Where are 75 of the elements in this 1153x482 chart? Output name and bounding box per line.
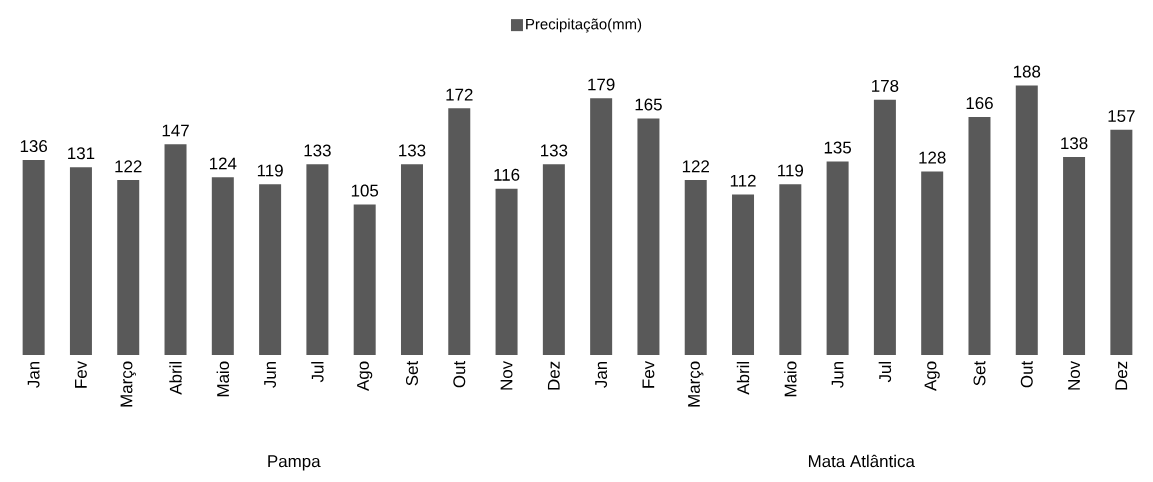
x-tick-label: Jun — [264, 361, 277, 388]
x-tick-label: Março — [120, 361, 136, 407]
data-label: 112 — [730, 174, 756, 187]
data-label: 178 — [872, 79, 899, 92]
bar — [1015, 85, 1038, 355]
x-tick-label: Jul — [878, 361, 892, 383]
data-label: 165 — [635, 98, 662, 111]
bar — [495, 188, 518, 355]
x-tick-label: Maio — [216, 361, 230, 397]
x-tick-label: Março — [688, 361, 704, 407]
x-tick-label: Set — [973, 360, 986, 386]
x-tick-label: Fev — [642, 360, 655, 388]
data-label: 119 — [257, 164, 283, 177]
bar — [684, 180, 707, 355]
bar — [542, 164, 565, 355]
bar — [211, 177, 234, 355]
data-label: 179 — [588, 78, 615, 91]
data-label: 119 — [778, 164, 804, 177]
bar — [779, 184, 802, 355]
data-label: 128 — [919, 151, 946, 164]
bar — [69, 167, 92, 355]
bar — [400, 164, 423, 355]
data-label: 136 — [20, 140, 48, 153]
bar — [22, 159, 45, 355]
x-tick-label: Jan — [27, 361, 40, 388]
data-label: 135 — [824, 141, 852, 154]
data-label: 131 — [68, 147, 95, 160]
bar — [448, 108, 471, 355]
bar — [353, 204, 376, 355]
x-tick-label: Jul — [311, 361, 324, 383]
data-label: 122 — [115, 160, 142, 173]
bar — [732, 194, 755, 355]
x-tick-label: Abril — [169, 361, 182, 395]
x-tick-label: Nov — [1068, 360, 1080, 390]
data-label: 172 — [446, 88, 473, 101]
data-label: 105 — [351, 184, 379, 197]
data-label: 122 — [682, 160, 709, 173]
data-label: 188 — [1013, 65, 1041, 78]
text: Mata Atlântica — [808, 454, 915, 468]
text: Pampa — [268, 455, 321, 471]
bar — [873, 99, 896, 355]
x-tick-label: Out — [453, 360, 466, 388]
bar — [1063, 157, 1086, 355]
x-tick-label: Dez — [1115, 361, 1128, 390]
data-label: 124 — [209, 157, 237, 170]
data-label: 133 — [399, 144, 426, 157]
bar — [117, 180, 140, 355]
bar — [306, 164, 329, 355]
data-label: 138 — [1061, 137, 1088, 150]
bar — [590, 98, 613, 355]
x-tick-label: Ago — [357, 361, 373, 391]
x-tick-label: Ago — [924, 361, 940, 391]
data-label: 157 — [1108, 110, 1135, 123]
data-label: 116 — [494, 168, 520, 181]
x-tick-label: Set — [405, 360, 418, 386]
bar — [1110, 129, 1133, 355]
x-tick-label: Maio — [784, 361, 797, 397]
data-label: 133 — [304, 144, 331, 157]
x-tick-label: Out — [1020, 360, 1033, 388]
x-tick-label: Dez — [547, 361, 560, 390]
data-label: 147 — [162, 124, 189, 137]
x-tick-label: Fev — [75, 360, 87, 388]
x-tick-label: Jun — [831, 361, 844, 388]
data-label: 133 — [541, 144, 568, 157]
bar — [259, 184, 282, 355]
x-tick-label: Nov — [500, 360, 513, 390]
bar — [164, 144, 187, 355]
bar — [921, 171, 944, 355]
data-label: 166 — [966, 97, 993, 110]
bar — [637, 118, 660, 355]
x-tick-label: Jan — [595, 361, 608, 388]
legend-label: Precipitação(mm) — [526, 18, 642, 33]
bar — [968, 116, 991, 355]
x-tick-label: Abril — [736, 361, 750, 395]
bar — [826, 161, 849, 355]
